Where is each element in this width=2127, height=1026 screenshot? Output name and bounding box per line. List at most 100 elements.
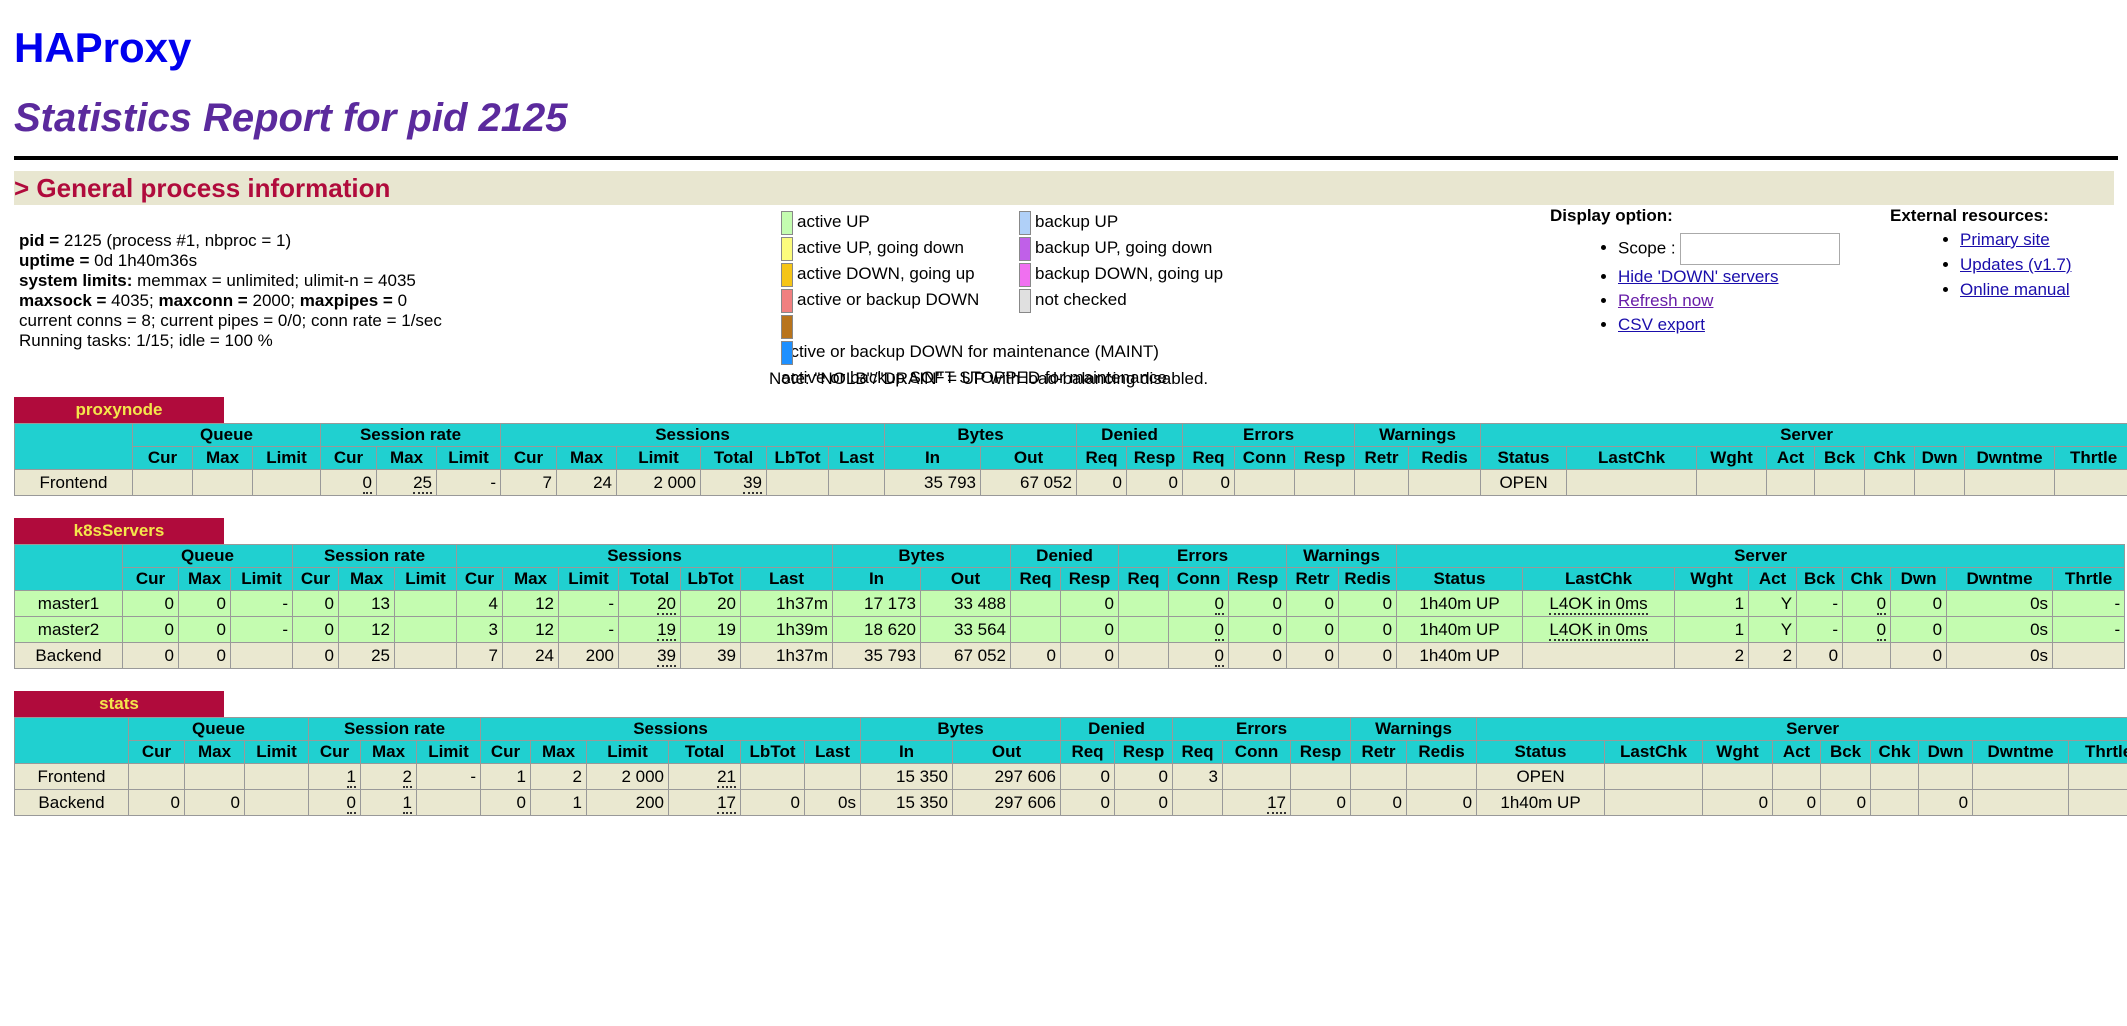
hide-down-link[interactable]: Hide 'DOWN' servers xyxy=(1618,267,1779,286)
table-cell: 1h37m xyxy=(740,642,834,669)
updates-link[interactable]: Updates (v1.7) xyxy=(1960,255,2072,274)
column-header: Limit xyxy=(586,740,670,764)
table-cell: - xyxy=(435,469,502,496)
table-cell: L4OK in 0ms xyxy=(1522,616,1676,643)
table-cell xyxy=(2052,642,2126,669)
column-header: Act xyxy=(1772,740,1822,764)
scope-input[interactable] xyxy=(1679,233,1840,265)
table-cell: 0s xyxy=(1946,616,2054,643)
tooltip-value[interactable]: 0 xyxy=(346,792,356,814)
table-cell: 0s xyxy=(804,789,862,816)
table-cell: 17 xyxy=(668,789,742,816)
group-header: Queue xyxy=(132,423,321,447)
proxy-name[interactable]: proxynode xyxy=(14,397,224,423)
legend-item: backup UP xyxy=(1019,209,1239,235)
column-header: LbTot xyxy=(766,446,830,470)
table-cell: 12 xyxy=(338,616,395,643)
table-cell: 4 xyxy=(456,590,504,617)
row-name[interactable]: master1 xyxy=(14,590,123,617)
tooltip-value[interactable]: L4OK in 0ms xyxy=(1549,593,1648,615)
table-cell xyxy=(1290,763,1352,790)
column-header: Dwntme xyxy=(1972,740,2070,764)
tooltip-value[interactable]: 0 xyxy=(1214,593,1225,615)
online-manual-link[interactable]: Online manual xyxy=(1960,280,2070,299)
tooltip-value[interactable]: 1 xyxy=(402,792,412,814)
column-header: Wght xyxy=(1674,567,1750,591)
table-cell: - xyxy=(2052,590,2126,617)
table-cell: 33 564 xyxy=(920,616,1012,643)
csv-export-link[interactable]: CSV export xyxy=(1618,315,1705,334)
table-cell: 0 xyxy=(1890,642,1948,669)
table-cell: - xyxy=(1796,590,1844,617)
tooltip-value[interactable]: 0 xyxy=(362,472,372,494)
table-cell xyxy=(1964,469,2056,496)
column-header: In xyxy=(832,567,922,591)
group-header: Warnings xyxy=(1350,717,1478,741)
table-cell: 21 xyxy=(668,763,742,790)
table-cell: 2 000 xyxy=(586,763,670,790)
table-cell: 0s xyxy=(1946,642,2054,669)
maxsock-label: maxsock = xyxy=(19,291,107,310)
tooltip-value[interactable]: 0 xyxy=(1214,619,1225,641)
table-cell: 0 xyxy=(184,789,245,816)
column-header: Cur xyxy=(122,567,179,591)
column-header: Dwn xyxy=(1890,567,1948,591)
table-cell: 0 xyxy=(1060,616,1120,643)
tooltip-value[interactable]: 25 xyxy=(413,472,432,494)
column-header: Retr xyxy=(1354,446,1410,470)
table-cell: 3 xyxy=(456,616,504,643)
tooltip-value[interactable]: 0 xyxy=(1214,645,1225,667)
table-cell: 0 xyxy=(1114,789,1174,816)
legend-label: active or backup SOFT STOPPED for mainte… xyxy=(781,368,1167,387)
legend-swatch xyxy=(1019,236,1031,261)
display-options-heading: Display option: xyxy=(1550,206,1673,225)
row-name[interactable]: master2 xyxy=(14,616,123,643)
row-name[interactable]: Backend xyxy=(14,642,123,669)
table-cell xyxy=(230,642,293,669)
proxy-name[interactable]: stats xyxy=(14,691,224,717)
table-cell: 1h37m xyxy=(740,590,834,617)
table-cell: 0s xyxy=(1946,590,2054,617)
table-cell: 0 xyxy=(292,642,339,669)
column-header: Dwn xyxy=(1914,446,1966,470)
table-cell: 0 xyxy=(1060,789,1116,816)
legend-item: active or backup SOFT STOPPED for mainte… xyxy=(781,339,1167,387)
app-title: HAProxy xyxy=(14,24,192,71)
tooltip-value[interactable]: 1 xyxy=(346,766,356,788)
table-cell: 2 xyxy=(360,763,417,790)
tooltip-value[interactable]: 17 xyxy=(1267,792,1287,814)
column-header: Total xyxy=(618,567,682,591)
table-cell: 0 xyxy=(1820,789,1872,816)
table-cell xyxy=(1222,763,1292,790)
tooltip-value[interactable]: 39 xyxy=(657,645,677,667)
tooltip-value[interactable]: 0 xyxy=(1876,619,1887,641)
group-header: Sessions xyxy=(456,544,834,568)
column-header: Max xyxy=(502,567,560,591)
tooltip-value[interactable]: 19 xyxy=(657,619,677,641)
legend-swatch xyxy=(781,236,793,261)
tooltip-value[interactable]: 20 xyxy=(657,593,677,615)
tooltip-value[interactable]: 17 xyxy=(717,792,737,814)
table-cell: 0 xyxy=(1168,642,1230,669)
tooltip-value[interactable]: 21 xyxy=(717,766,737,788)
row-name[interactable]: Frontend xyxy=(14,469,133,496)
group-header: Session rate xyxy=(319,423,502,447)
primary-site-link[interactable]: Primary site xyxy=(1960,230,2050,249)
table-cell: 0 xyxy=(122,642,179,669)
table-cell xyxy=(1566,469,1698,496)
legend-label: backup UP, going down xyxy=(1035,238,1213,257)
row-name[interactable]: Backend xyxy=(14,789,129,816)
row-name[interactable]: Frontend xyxy=(14,763,129,790)
tooltip-value[interactable]: L4OK in 0ms xyxy=(1549,619,1648,641)
tooltip-value[interactable]: 39 xyxy=(743,472,763,494)
refresh-link[interactable]: Refresh now xyxy=(1618,291,1714,310)
tooltip-value[interactable]: 0 xyxy=(1876,593,1887,615)
group-header: Warnings xyxy=(1354,423,1482,447)
table-cell: 0 xyxy=(1338,616,1398,643)
column-header: Max xyxy=(192,446,253,470)
group-header: Errors xyxy=(1172,717,1352,741)
proxy-name[interactable]: k8sServers xyxy=(14,518,224,544)
legend-item: active UP xyxy=(781,209,991,235)
tooltip-value[interactable]: 2 xyxy=(402,766,412,788)
column-header: Act xyxy=(1748,567,1798,591)
